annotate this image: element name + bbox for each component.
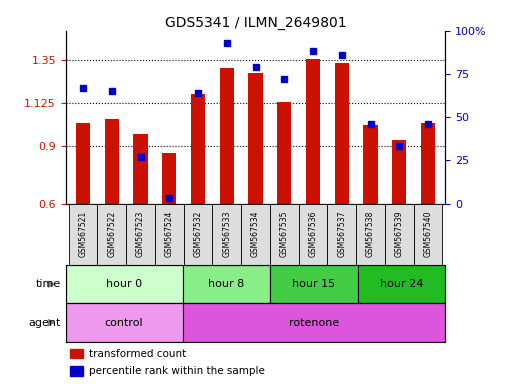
Bar	[219, 68, 233, 204]
Text: GSM567534: GSM567534	[250, 211, 260, 258]
FancyBboxPatch shape	[155, 204, 183, 265]
Bar	[162, 152, 176, 204]
FancyBboxPatch shape	[384, 204, 413, 265]
Bar	[248, 73, 262, 204]
Text: hour 15: hour 15	[292, 279, 335, 289]
Title: GDS5341 / ILMN_2649801: GDS5341 / ILMN_2649801	[165, 16, 345, 30]
Text: rotenone: rotenone	[288, 318, 338, 328]
FancyBboxPatch shape	[69, 204, 97, 265]
Text: agent: agent	[28, 318, 61, 328]
Bar	[133, 134, 147, 204]
Text: hour 8: hour 8	[208, 279, 244, 289]
FancyBboxPatch shape	[298, 204, 327, 265]
Text: GSM567540: GSM567540	[423, 211, 432, 258]
Bar	[391, 140, 406, 204]
Bar	[363, 125, 377, 204]
Text: GSM567521: GSM567521	[78, 211, 87, 257]
FancyBboxPatch shape	[269, 204, 298, 265]
Text: transformed count: transformed count	[88, 349, 185, 359]
Bar	[182, 265, 270, 303]
FancyBboxPatch shape	[97, 204, 126, 265]
FancyBboxPatch shape	[356, 204, 384, 265]
Text: percentile rank within the sample: percentile rank within the sample	[88, 366, 264, 376]
FancyBboxPatch shape	[183, 204, 212, 265]
FancyBboxPatch shape	[413, 204, 441, 265]
FancyBboxPatch shape	[327, 204, 356, 265]
Bar	[357, 265, 444, 303]
Text: GSM567539: GSM567539	[394, 211, 403, 258]
Bar	[105, 119, 119, 204]
FancyBboxPatch shape	[212, 204, 241, 265]
Text: control: control	[105, 318, 143, 328]
Bar	[70, 349, 83, 358]
Text: GSM567524: GSM567524	[165, 211, 173, 257]
Bar	[76, 123, 90, 204]
Bar	[66, 265, 182, 303]
Bar	[420, 123, 434, 204]
Text: hour 24: hour 24	[379, 279, 422, 289]
Text: GSM567535: GSM567535	[279, 211, 288, 258]
Bar	[182, 303, 444, 342]
FancyBboxPatch shape	[126, 204, 155, 265]
Text: GSM567538: GSM567538	[365, 211, 374, 257]
Bar	[334, 63, 348, 204]
Bar	[190, 94, 205, 204]
Bar	[277, 102, 291, 204]
Bar	[270, 265, 357, 303]
Text: GSM567537: GSM567537	[337, 211, 345, 258]
Bar	[66, 303, 182, 342]
Text: GSM567523: GSM567523	[136, 211, 145, 257]
Text: GSM567536: GSM567536	[308, 211, 317, 258]
Bar	[70, 366, 83, 376]
Text: hour 0: hour 0	[106, 279, 142, 289]
Text: time: time	[35, 279, 61, 289]
Text: GSM567533: GSM567533	[222, 211, 231, 258]
Text: GSM567532: GSM567532	[193, 211, 202, 257]
Text: GSM567522: GSM567522	[107, 211, 116, 257]
Bar	[305, 58, 320, 204]
FancyBboxPatch shape	[241, 204, 269, 265]
